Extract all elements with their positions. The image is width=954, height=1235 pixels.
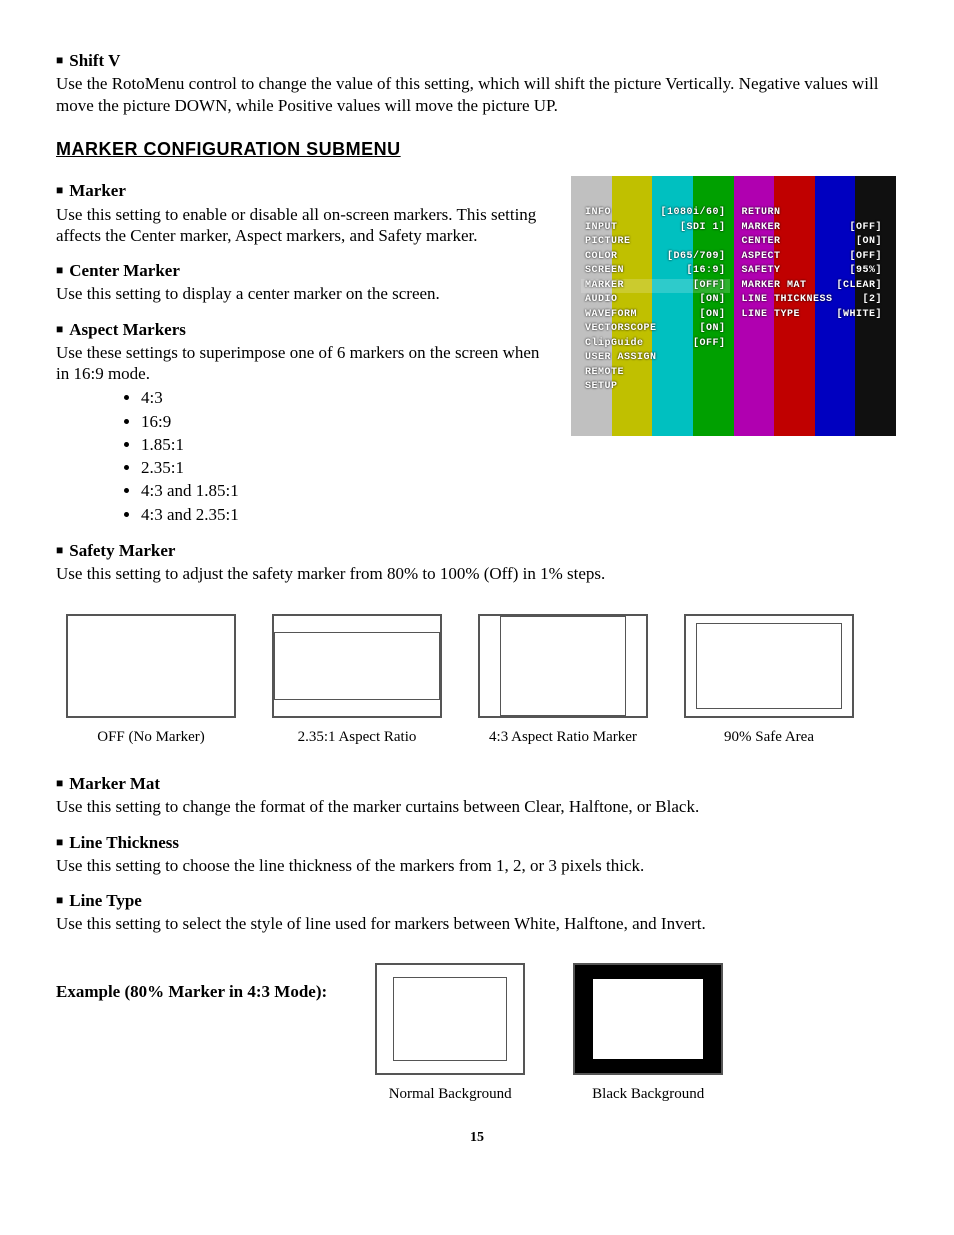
para-linethick: Use this setting to choose the line thic… [56, 855, 898, 876]
caption-90safe: 90% Safe Area [684, 728, 854, 747]
osd-row: INFO[1080i/60] [581, 206, 730, 221]
osd-screenshot: INFO[1080i/60]INPUT[SDI 1]PICTURECOLOR[D… [571, 176, 896, 436]
osd-row: CENTER[ON] [738, 235, 887, 250]
example-off [66, 614, 236, 718]
osd-row: SCREEN[16:9] [581, 264, 730, 279]
section-title: MARKER CONFIGURATION SUBMENU [56, 138, 898, 161]
osd-row: AUDIO[ON] [581, 293, 730, 308]
aspect-ratio-item: 4:3 and 2.35:1 [141, 503, 551, 526]
para-markermat: Use this setting to change the format of… [56, 796, 898, 817]
osd-row: INPUT[SDI 1] [581, 221, 730, 236]
aspect-ratio-item: 4:3 and 1.85:1 [141, 479, 551, 502]
caption-black-bg: Black Background [573, 1085, 723, 1104]
aspect-ratio-item: 1.85:1 [141, 433, 551, 456]
aspect-ratio-item: 2.35:1 [141, 456, 551, 479]
osd-row: LINE THICKNESS[2] [738, 293, 887, 308]
example-90safe [684, 614, 854, 718]
heading-markermat: Marker Mat [69, 774, 160, 793]
para-shift-v: Use the RotoMenu control to change the v… [56, 73, 898, 116]
page-number: 15 [56, 1129, 898, 1147]
osd-row: MARKER[OFF] [738, 221, 887, 236]
heading-linetype: Line Type [69, 891, 142, 910]
para-linetype: Use this setting to select the style of … [56, 913, 898, 934]
caption-off: OFF (No Marker) [66, 728, 236, 747]
osd-row: PICTURE [581, 235, 730, 250]
example-normal-bg [375, 963, 525, 1075]
para-safety: Use this setting to adjust the safety ma… [56, 563, 898, 584]
osd-row: MARKER[OFF] [581, 279, 730, 294]
osd-row: COLOR[D65/709] [581, 250, 730, 265]
osd-row: REMOTE [581, 366, 730, 381]
osd-row: ClipGuide[OFF] [581, 337, 730, 352]
para-aspect: Use these settings to superimpose one of… [56, 342, 551, 385]
caption-normal-bg: Normal Background [375, 1085, 525, 1104]
osd-row: USER ASSIGN [581, 351, 730, 366]
heading-center: Center Marker [69, 261, 180, 280]
heading-aspect: Aspect Markers [69, 320, 186, 339]
aspect-ratio-list: 4:316:91.85:12.35:14:3 and 1.85:14:3 and… [141, 386, 551, 526]
example-80-label: Example (80% Marker in 4:3 Mode): [56, 981, 327, 1002]
example-235 [272, 614, 442, 718]
caption-235: 2.35:1 Aspect Ratio [272, 728, 442, 747]
osd-row: MARKER MAT[CLEAR] [738, 279, 887, 294]
osd-row: WAVEFORM[ON] [581, 308, 730, 323]
caption-43: 4:3 Aspect Ratio Marker [478, 728, 648, 747]
osd-row: VECTORSCOPE[ON] [581, 322, 730, 337]
para-marker: Use this setting to enable or disable al… [56, 204, 551, 247]
osd-row: SETUP [581, 380, 730, 395]
example-43 [478, 614, 648, 718]
osd-row: LINE TYPE[WHITE] [738, 308, 887, 323]
osd-row: ASPECT[OFF] [738, 250, 887, 265]
heading-safety: Safety Marker [69, 541, 175, 560]
heading-linethick: Line Thickness [69, 833, 179, 852]
example-black-bg [573, 963, 723, 1075]
heading-shift-v: Shift V [69, 51, 120, 70]
osd-row: SAFETY[95%] [738, 264, 887, 279]
para-center: Use this setting to display a center mar… [56, 283, 551, 304]
osd-row: RETURN [738, 206, 887, 221]
aspect-ratio-item: 16:9 [141, 410, 551, 433]
aspect-ratio-item: 4:3 [141, 386, 551, 409]
heading-marker: Marker [69, 181, 126, 200]
